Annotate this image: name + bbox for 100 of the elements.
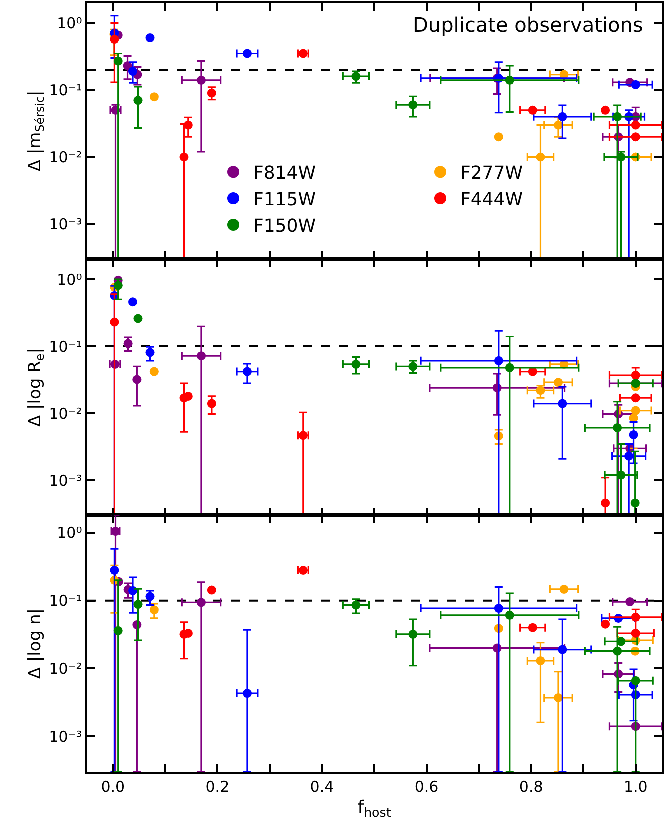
point — [505, 363, 514, 372]
legend-label: F444W — [460, 190, 524, 211]
point — [613, 423, 622, 432]
point — [631, 132, 640, 142]
legend-label: F150W — [254, 216, 316, 237]
y-tick-label: 10⁰ — [57, 14, 82, 32]
point — [196, 352, 206, 361]
point — [631, 612, 640, 622]
point — [110, 566, 120, 575]
point — [631, 120, 640, 130]
x-axis-title: f$_{host}$ — [358, 797, 392, 820]
point — [124, 339, 133, 348]
point — [114, 626, 123, 636]
point — [134, 96, 143, 106]
point — [134, 314, 143, 324]
point — [114, 281, 123, 290]
point — [352, 360, 361, 369]
point — [196, 598, 206, 608]
x-tick-label: 0.4 — [310, 778, 334, 796]
x-tick-label: 0.0 — [101, 778, 126, 796]
point — [242, 689, 252, 698]
point — [601, 106, 610, 115]
point — [114, 56, 123, 66]
point — [494, 132, 504, 142]
point — [558, 645, 568, 654]
point — [536, 656, 546, 666]
x-tick-label: 0.2 — [206, 778, 230, 796]
x-tick-label: 1.0 — [624, 778, 648, 796]
point — [146, 348, 155, 358]
point — [616, 470, 626, 480]
point — [558, 112, 568, 122]
x-tick-label: 0.6 — [414, 778, 439, 796]
y-tick-label: 10⁻² — [49, 404, 82, 423]
y-tick-label: 10⁰ — [57, 524, 82, 542]
point — [146, 34, 155, 43]
point — [616, 637, 626, 646]
point — [408, 630, 418, 639]
point — [146, 592, 155, 602]
y-tick-label: 10⁻¹ — [49, 338, 82, 356]
point — [207, 586, 216, 595]
point — [601, 620, 610, 629]
y-tick-label: 10⁰ — [57, 270, 82, 289]
point — [128, 67, 138, 76]
y-tick-label: 10⁻¹ — [49, 81, 82, 100]
y-tick-label: 10⁻³ — [49, 216, 82, 234]
point — [630, 498, 640, 508]
point — [554, 693, 563, 702]
point — [631, 80, 640, 90]
point — [110, 318, 120, 327]
point — [624, 452, 634, 461]
point — [128, 586, 138, 596]
point — [560, 584, 569, 594]
point — [352, 72, 361, 82]
point — [352, 600, 361, 610]
point — [207, 399, 216, 408]
point — [528, 106, 538, 115]
point — [528, 367, 538, 376]
point — [536, 152, 546, 162]
point — [554, 378, 563, 388]
point — [629, 430, 638, 440]
point — [558, 399, 568, 408]
point — [505, 610, 514, 620]
y-tick-label: 10⁻² — [49, 660, 82, 678]
point — [613, 112, 622, 122]
point — [242, 49, 252, 58]
point — [184, 120, 193, 130]
point — [505, 76, 514, 85]
y-tick-label: 10⁻¹ — [49, 592, 82, 610]
text: Duplicate observations — [413, 13, 644, 37]
legend-label: F115W — [254, 190, 316, 211]
point — [554, 120, 563, 130]
point — [196, 76, 206, 85]
x-tick-label: 0.8 — [519, 778, 544, 796]
point — [150, 606, 159, 615]
point — [132, 375, 142, 384]
point — [631, 628, 640, 638]
y-tick-label: 10⁻² — [49, 148, 82, 166]
point — [601, 498, 610, 508]
point — [631, 394, 640, 403]
point — [536, 386, 546, 396]
point — [613, 646, 622, 656]
point — [150, 92, 159, 102]
legend-label: F277W — [460, 163, 524, 184]
y-tick-label: 10⁻³ — [49, 472, 82, 490]
point — [494, 604, 504, 614]
point — [528, 623, 538, 632]
point — [631, 406, 640, 416]
point — [134, 600, 143, 610]
point — [631, 370, 640, 380]
point — [110, 35, 120, 44]
point — [616, 152, 626, 162]
point — [494, 356, 504, 366]
point — [242, 367, 252, 376]
point — [128, 298, 138, 307]
legend-label: F814W — [254, 163, 316, 184]
y-tick-label: 10⁻³ — [49, 728, 82, 746]
point — [180, 152, 189, 162]
point — [631, 676, 640, 686]
point — [150, 367, 159, 376]
point — [626, 598, 635, 607]
